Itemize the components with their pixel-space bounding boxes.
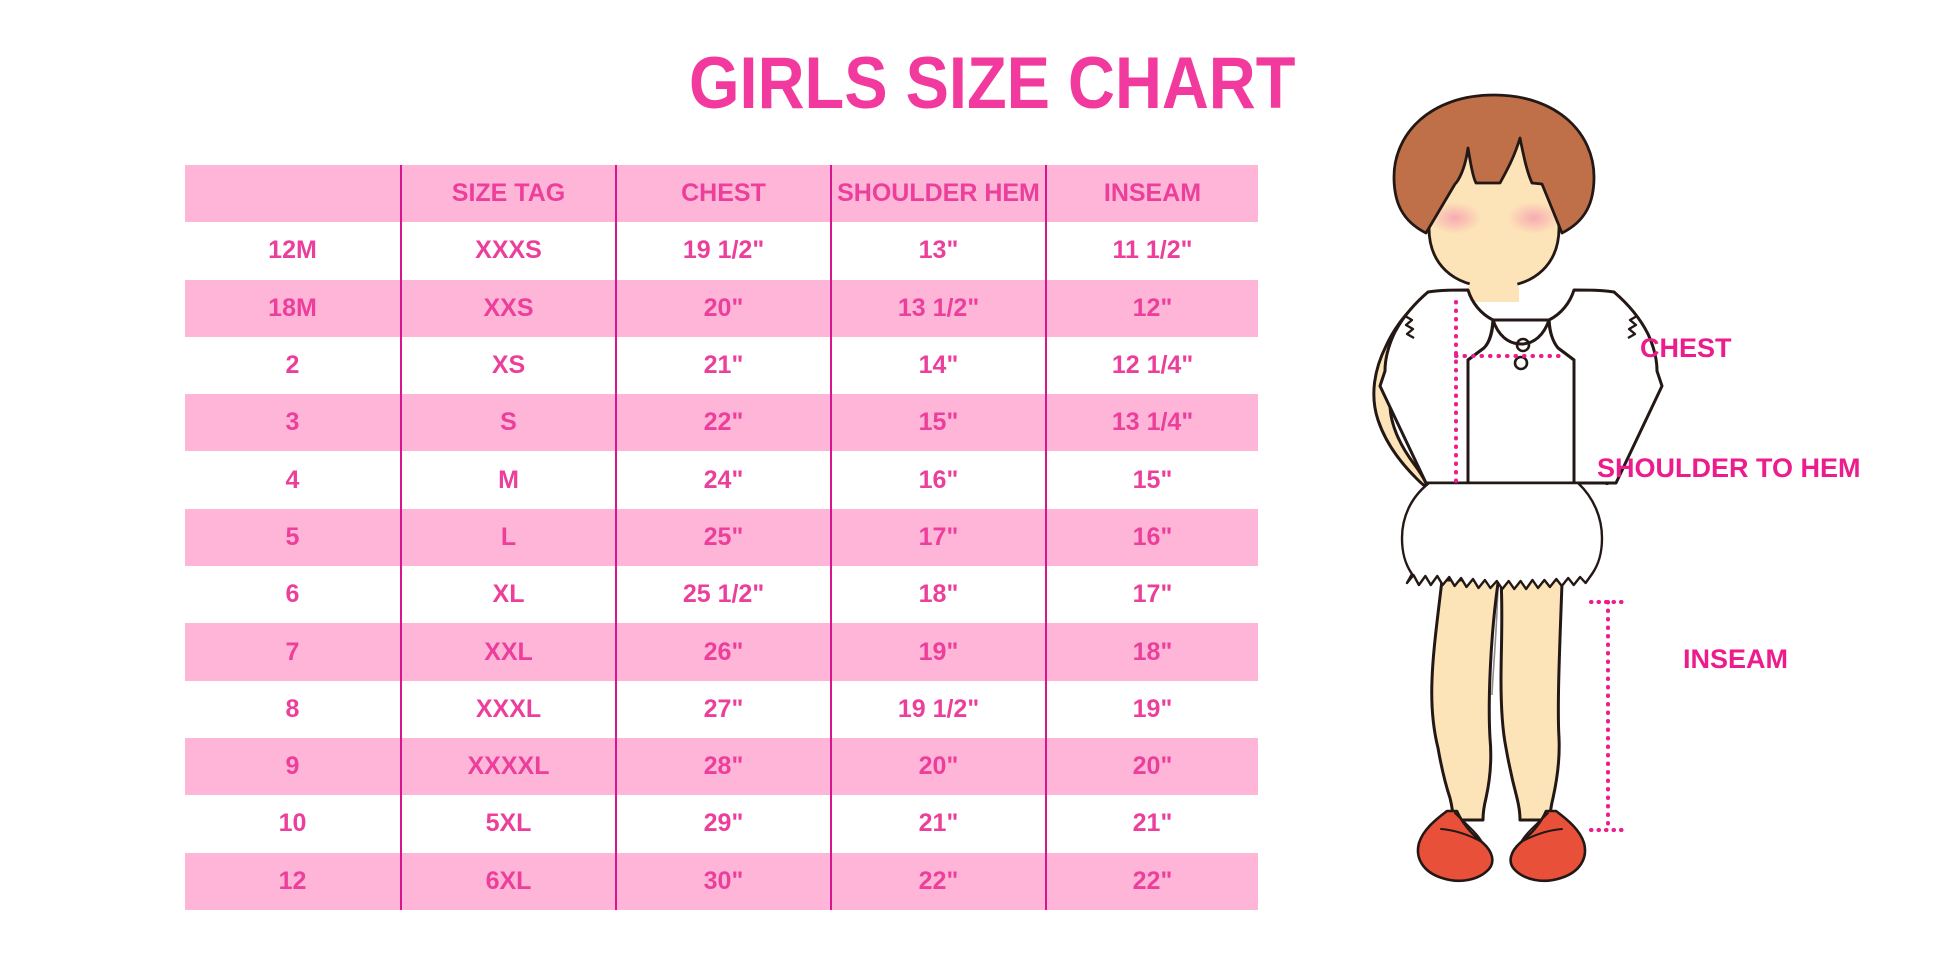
svg-text:CHEST: CHEST — [1640, 333, 1732, 363]
svg-text:SHOULDER TO HEM: SHOULDER TO HEM — [1597, 453, 1861, 483]
svg-text:INSEAM: INSEAM — [1683, 644, 1788, 674]
